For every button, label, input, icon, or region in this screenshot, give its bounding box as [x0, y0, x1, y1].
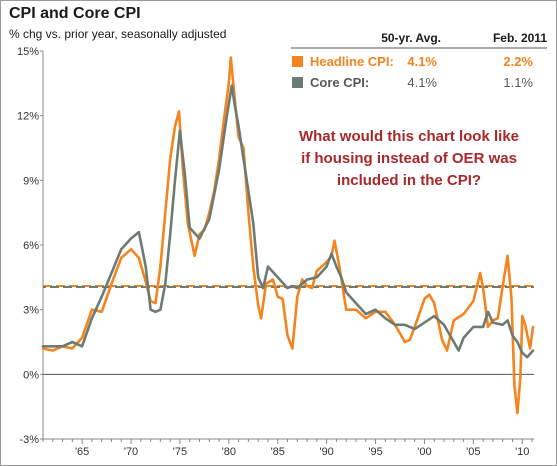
core-cpi-line — [41, 84, 535, 359]
legend-latest-core: 1.1% — [503, 75, 533, 90]
annotation-line-2: if housing instead of OER was — [301, 150, 517, 167]
axes: -3% 0% 3% 6% 9% 12% 15% '65 '70 '75 '80 '85 '90 '95 '0… — [17, 46, 534, 458]
annotation-line-3: included in the CPI? — [337, 172, 481, 189]
y-tick-label: -3% — [19, 434, 39, 446]
x-tick-label: '90 — [319, 446, 333, 458]
y-tick-label: 6% — [23, 240, 39, 252]
x-tick-label: '65 — [75, 446, 89, 458]
y-tick-label: 15% — [17, 46, 39, 58]
x-tick-label: '00 — [417, 446, 431, 458]
legend-header-avg: 50-yr. Avg. — [381, 31, 441, 45]
x-tick-label: '05 — [466, 446, 480, 458]
legend-avg-core: 4.1% — [407, 75, 437, 90]
x-tick-label: '80 — [222, 446, 236, 458]
y-tick-label: 9% — [23, 175, 39, 187]
x-tick-label: '85 — [271, 446, 285, 458]
legend-swatch-core — [292, 77, 303, 88]
chart-title: CPI and Core CPI — [9, 5, 141, 22]
legend-header-latest: Feb. 2011 — [493, 31, 547, 45]
legend-latest-headline: 2.2% — [503, 54, 533, 69]
legend: 50-yr. Avg. Feb. 2011 Headline CPI: 4.1%… — [291, 31, 547, 90]
headline-cpi-line — [41, 56, 535, 415]
legend-label-core: Core CPI: — [310, 75, 369, 90]
legend-avg-headline: 4.1% — [407, 54, 437, 69]
y-tick-label: 3% — [23, 305, 39, 317]
y-tick-label: 0% — [23, 369, 39, 381]
series-lines — [41, 56, 535, 415]
x-tick-label: '75 — [173, 446, 187, 458]
chart-subtitle: % chg vs. prior year, seasonally adjuste… — [9, 27, 227, 41]
x-tick-label: '70 — [124, 446, 138, 458]
x-tick-label: '95 — [368, 446, 382, 458]
legend-swatch-headline — [292, 56, 303, 67]
annotation: What would this chart look like if housi… — [299, 128, 519, 189]
annotation-line-1: What would this chart look like — [299, 128, 519, 145]
x-tick-label: '10 — [515, 446, 529, 458]
legend-label-headline: Headline CPI: — [310, 54, 394, 69]
y-tick-label: 12% — [17, 111, 39, 123]
